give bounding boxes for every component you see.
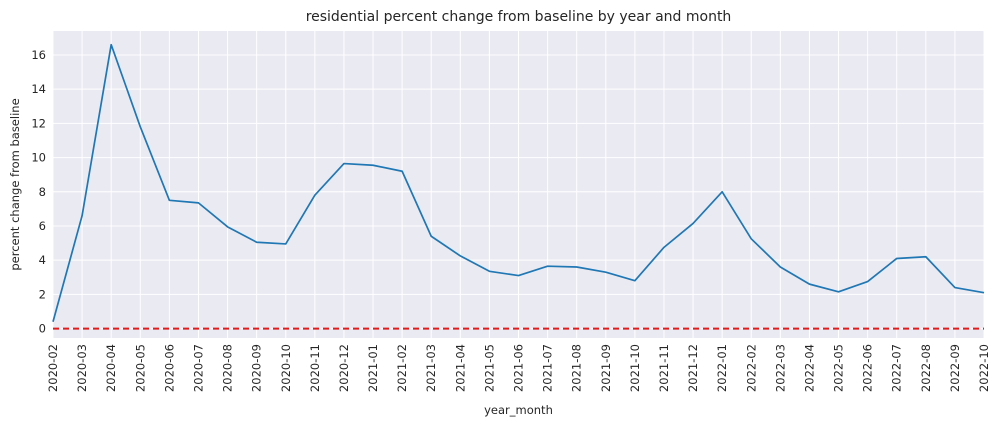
x-tick-label: 2022-10 [977, 344, 991, 392]
y-tick-label: 8 [39, 185, 46, 199]
x-tick-label: 2020-05 [133, 344, 147, 392]
x-tick-label: 2021-06 [512, 344, 526, 392]
y-tick-label: 14 [31, 82, 46, 96]
x-axis-label: year_month [484, 403, 553, 417]
x-tick-label: 2022-06 [861, 344, 875, 392]
x-tick-label: 2022-09 [948, 344, 962, 392]
y-tick-label: 4 [39, 253, 46, 267]
x-tick-label: 2020-03 [75, 344, 89, 392]
y-tick-labels: 0 2 4 6 8 10 12 14 16 [31, 48, 46, 336]
x-tick-label: 2021-12 [686, 344, 700, 392]
x-tick-label: 2021-03 [424, 344, 438, 392]
x-tick-label: 2022-01 [715, 344, 729, 392]
x-tick-label: 2020-04 [104, 344, 118, 392]
x-tick-label: 2021-04 [453, 344, 467, 392]
x-tick-label: 2021-07 [541, 344, 555, 392]
chart-title: residential percent change from baseline… [306, 9, 732, 25]
series-group [52, 43, 985, 322]
x-tick-label: 2020-11 [308, 344, 322, 392]
x-tick-label: 2022-02 [744, 344, 758, 392]
y-tick-label: 6 [39, 219, 46, 233]
x-tick-label: 2021-08 [570, 344, 584, 392]
x-tick-labels: 2020-02 2020-03 2020-04 2020-05 2020-06 2020-… [46, 344, 991, 392]
y-axis-label: percent change from baseline [8, 98, 22, 270]
x-tick-label: 2022-04 [802, 344, 816, 392]
x-tick-label: 2022-05 [832, 344, 846, 392]
x-tick-label: 2021-02 [395, 344, 409, 392]
x-tick-label: 2020-12 [337, 344, 351, 392]
y-tick-label: 2 [39, 287, 46, 301]
y-tick-label: 10 [31, 151, 46, 165]
y-tick-label: 0 [39, 322, 46, 336]
x-tick-label: 2021-10 [628, 344, 642, 392]
x-tick-label: 2022-03 [773, 344, 787, 392]
x-tick-label: 2021-09 [599, 344, 613, 392]
x-tick-label: 2020-06 [162, 344, 176, 392]
x-tick-label: 2021-11 [657, 344, 671, 392]
y-tick-label: 12 [31, 116, 46, 130]
x-tick-label: 2022-08 [919, 344, 933, 392]
x-tick-label: 2020-07 [191, 344, 205, 392]
x-tick-label: 2020-08 [221, 344, 235, 392]
y-tick-label: 16 [31, 48, 46, 62]
grid-lines [52, 31, 985, 338]
x-tick-label: 2020-02 [46, 344, 60, 392]
x-tick-label: 2022-07 [890, 344, 904, 392]
x-tick-label: 2020-09 [250, 344, 264, 392]
x-tick-label: 2020-10 [279, 344, 293, 392]
x-tick-label: 2021-05 [482, 344, 496, 392]
x-tick-label: 2021-01 [366, 344, 380, 392]
